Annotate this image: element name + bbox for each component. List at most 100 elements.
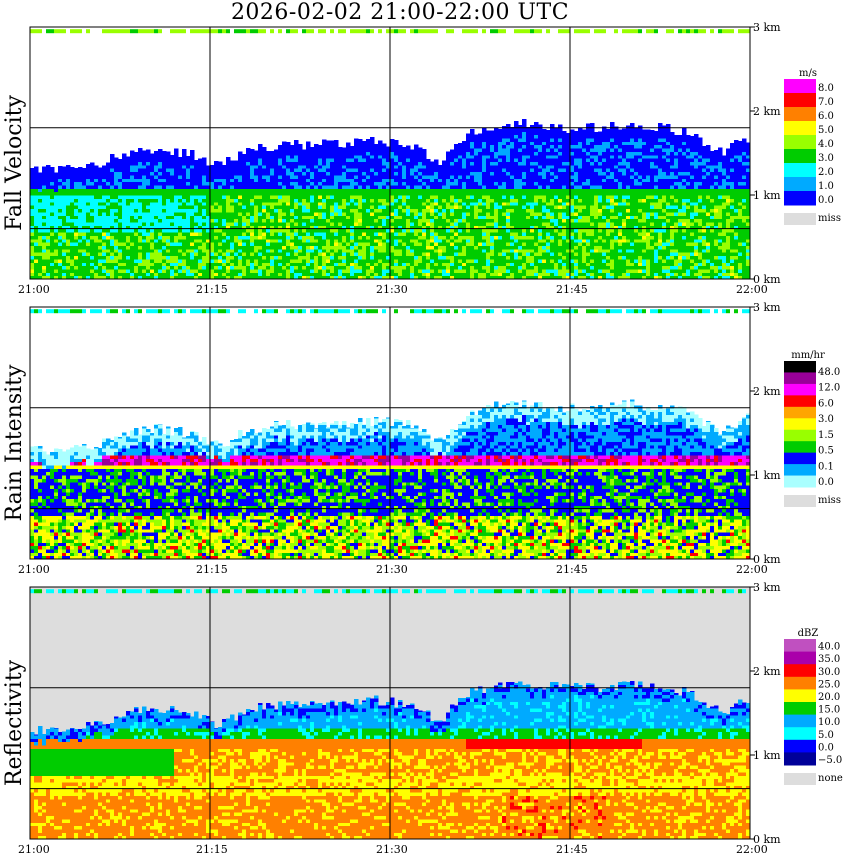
y-tick-label: 0 km — [753, 833, 781, 846]
y-tick-label: 2 km — [753, 105, 781, 118]
colorbar-unit: m/s — [799, 68, 817, 79]
colorbar-label: 0.0 — [818, 195, 834, 206]
colorbar-swatch — [784, 702, 816, 716]
x-tick-label: 21:30 — [376, 283, 408, 296]
colorbar-label: 0.0 — [818, 742, 834, 753]
panel-1: 0 km 1 km 2 km 3 km 21:00 21:15 21:30 21:45 22:0… — [2, 301, 841, 576]
colorbar-swatch — [784, 739, 816, 753]
colorbar-missing-swatch — [784, 495, 816, 507]
colorbar-swatch — [784, 395, 816, 408]
colorbar-label: 1.5 — [818, 430, 834, 441]
colorbar-unit: dBZ — [798, 628, 819, 639]
x-tick-label: 21:45 — [556, 843, 588, 856]
colorbar-label: 1.0 — [818, 181, 834, 192]
data-field — [30, 29, 751, 280]
y-tick-label: 0 km — [753, 553, 781, 566]
colorbar-label: −5.0 — [818, 755, 842, 766]
x-tick-label: 21:45 — [556, 563, 588, 576]
colorbar-swatch — [784, 676, 816, 690]
colorbar-label: 10.0 — [818, 717, 840, 728]
colorbar-label: 8.0 — [818, 83, 834, 94]
x-tick-label: 21:00 — [18, 843, 50, 856]
colorbar-label: 12.0 — [818, 383, 840, 394]
colorbar-label: 20.0 — [818, 692, 840, 703]
colorbar-label: 7.0 — [818, 97, 834, 108]
colorbar-swatch — [784, 714, 816, 728]
colorbar-missing-swatch — [784, 773, 816, 785]
colorbar-label: 4.0 — [818, 139, 834, 150]
y-tick-label: 3 km — [753, 301, 781, 314]
y-tick-label: 2 km — [753, 665, 781, 678]
colorbar-swatch — [784, 107, 816, 122]
colorbar-label: 0.1 — [818, 461, 834, 472]
colorbar-swatch — [784, 664, 816, 678]
colorbar-label: 48.0 — [818, 367, 840, 378]
x-tick-label: 21:00 — [18, 283, 50, 296]
x-tick-label: 21:30 — [376, 843, 408, 856]
x-tick-label: 22:00 — [736, 843, 768, 856]
colorbar-swatch — [784, 441, 816, 454]
y-tick-label: 3 km — [753, 581, 781, 594]
colorbar-swatch — [784, 429, 816, 442]
colorbar-swatch — [784, 121, 816, 136]
colorbar: dBZ 40.035.0 30.025.0 20.0 15.010.0 5.00.0 −5.… — [784, 628, 843, 785]
colorbar-label: 6.0 — [818, 111, 834, 122]
y-tick-label: 1 km — [753, 189, 781, 202]
x-tick-label: 21:15 — [196, 843, 228, 856]
colorbar-label: 2.0 — [818, 167, 834, 178]
colorbar-unit: mm/hr — [791, 350, 825, 361]
colorbar: mm/hr 48.0 12.0 6.0 3.0 1.5 0.5 0.1 0.0 miss — [784, 350, 841, 507]
x-tick-label: 21:00 — [18, 563, 50, 576]
colorbar-swatch — [784, 464, 816, 477]
data-field — [30, 309, 751, 560]
plot-frame — [29, 26, 751, 280]
colorbar-label: 30.0 — [818, 667, 840, 678]
colorbar-missing-label: none — [818, 773, 843, 784]
colorbar-swatch — [784, 727, 816, 741]
colorbar-swatch — [784, 406, 816, 419]
colorbar-missing-label: miss — [818, 495, 841, 506]
colorbar-missing-label: miss — [818, 213, 841, 224]
x-tick-label: 21:45 — [556, 283, 588, 296]
x-tick-label: 21:30 — [376, 563, 408, 576]
y-tick-label: 2 km — [753, 385, 781, 398]
panel-0: 0 km 1 km 2 km 3 km 21:00 21:15 21:30 21:45 22:0… — [2, 21, 841, 296]
colorbar-swatch — [784, 93, 816, 108]
colorbar-swatch — [784, 475, 816, 488]
colorbar-swatch — [784, 452, 816, 465]
colorbar-label: 0.5 — [818, 446, 834, 457]
colorbar-swatch — [784, 752, 816, 766]
colorbar-swatch — [784, 149, 816, 164]
colorbar-label: 6.0 — [818, 398, 834, 409]
colorbar-swatch — [784, 163, 816, 178]
colorbar-label: 0.0 — [818, 477, 834, 488]
colorbar-swatch — [784, 191, 816, 206]
y-tick-label: 1 km — [753, 749, 781, 762]
panel-ylabel: Rain Intensity — [2, 364, 27, 521]
colorbar-swatch — [784, 361, 816, 373]
colorbar: m/s8.0 7.0 6.0 5.0 4.0 3.0 2.0 1.0 0.0 miss — [784, 68, 841, 225]
x-tick-label: 22:00 — [736, 283, 768, 296]
colorbar-missing-swatch — [784, 213, 816, 225]
colorbar-swatch — [784, 651, 816, 665]
x-tick-label: 21:15 — [196, 563, 228, 576]
colorbar-label: 35.0 — [818, 654, 840, 665]
colorbar-swatch — [784, 383, 816, 396]
x-tick-label: 22:00 — [736, 563, 768, 576]
colorbar-swatch — [784, 372, 816, 385]
colorbar-label: 3.0 — [818, 153, 834, 164]
y-tick-label: 3 km — [753, 21, 781, 34]
colorbar-swatch — [784, 689, 816, 703]
colorbar-swatch — [784, 79, 816, 94]
colorbar-label: 15.0 — [818, 705, 840, 716]
panel-ylabel: Fall Velocity — [2, 95, 27, 231]
colorbar-swatch — [784, 177, 816, 192]
colorbar-label: 5.0 — [818, 730, 834, 741]
colorbar-label: 3.0 — [818, 414, 834, 425]
colorbar-swatch — [784, 639, 816, 653]
colorbar-label: 25.0 — [818, 679, 840, 690]
colorbar-label: 40.0 — [818, 642, 840, 653]
colorbar-swatch — [784, 418, 816, 431]
colorbar-swatch — [784, 135, 816, 150]
